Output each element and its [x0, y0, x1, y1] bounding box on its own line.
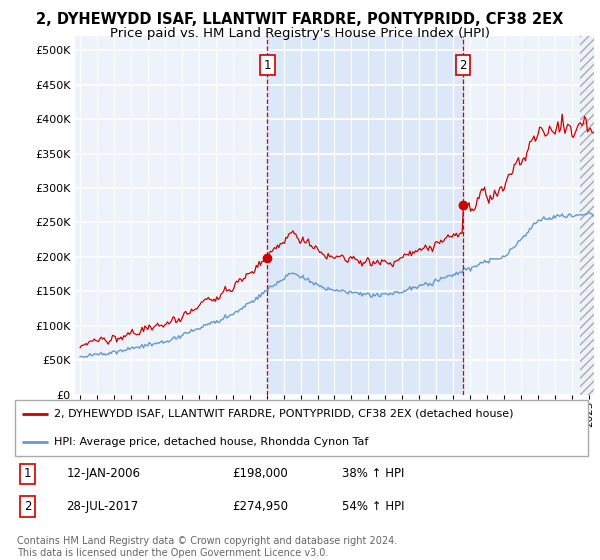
Polygon shape [580, 36, 594, 395]
Text: £274,950: £274,950 [233, 500, 289, 513]
Text: HPI: Average price, detached house, Rhondda Cynon Taf: HPI: Average price, detached house, Rhon… [54, 437, 368, 447]
Text: 28-JUL-2017: 28-JUL-2017 [67, 500, 139, 513]
Text: Contains HM Land Registry data © Crown copyright and database right 2024.
This d: Contains HM Land Registry data © Crown c… [17, 536, 397, 558]
Text: 12-JAN-2006: 12-JAN-2006 [67, 467, 140, 480]
Text: Price paid vs. HM Land Registry's House Price Index (HPI): Price paid vs. HM Land Registry's House … [110, 27, 490, 40]
Text: 1: 1 [24, 467, 31, 480]
Text: 1: 1 [263, 59, 271, 72]
Text: 2: 2 [459, 59, 467, 72]
Text: £198,000: £198,000 [233, 467, 289, 480]
Text: 38% ↑ HPI: 38% ↑ HPI [341, 467, 404, 480]
Text: 2, DYHEWYDD ISAF, LLANTWIT FARDRE, PONTYPRIDD, CF38 2EX (detached house): 2, DYHEWYDD ISAF, LLANTWIT FARDRE, PONTY… [54, 409, 514, 419]
Text: 2: 2 [24, 500, 31, 513]
Text: 2, DYHEWYDD ISAF, LLANTWIT FARDRE, PONTYPRIDD, CF38 2EX: 2, DYHEWYDD ISAF, LLANTWIT FARDRE, PONTY… [37, 12, 563, 27]
FancyBboxPatch shape [15, 400, 588, 456]
Text: 54% ↑ HPI: 54% ↑ HPI [341, 500, 404, 513]
Bar [268, 36, 463, 395]
